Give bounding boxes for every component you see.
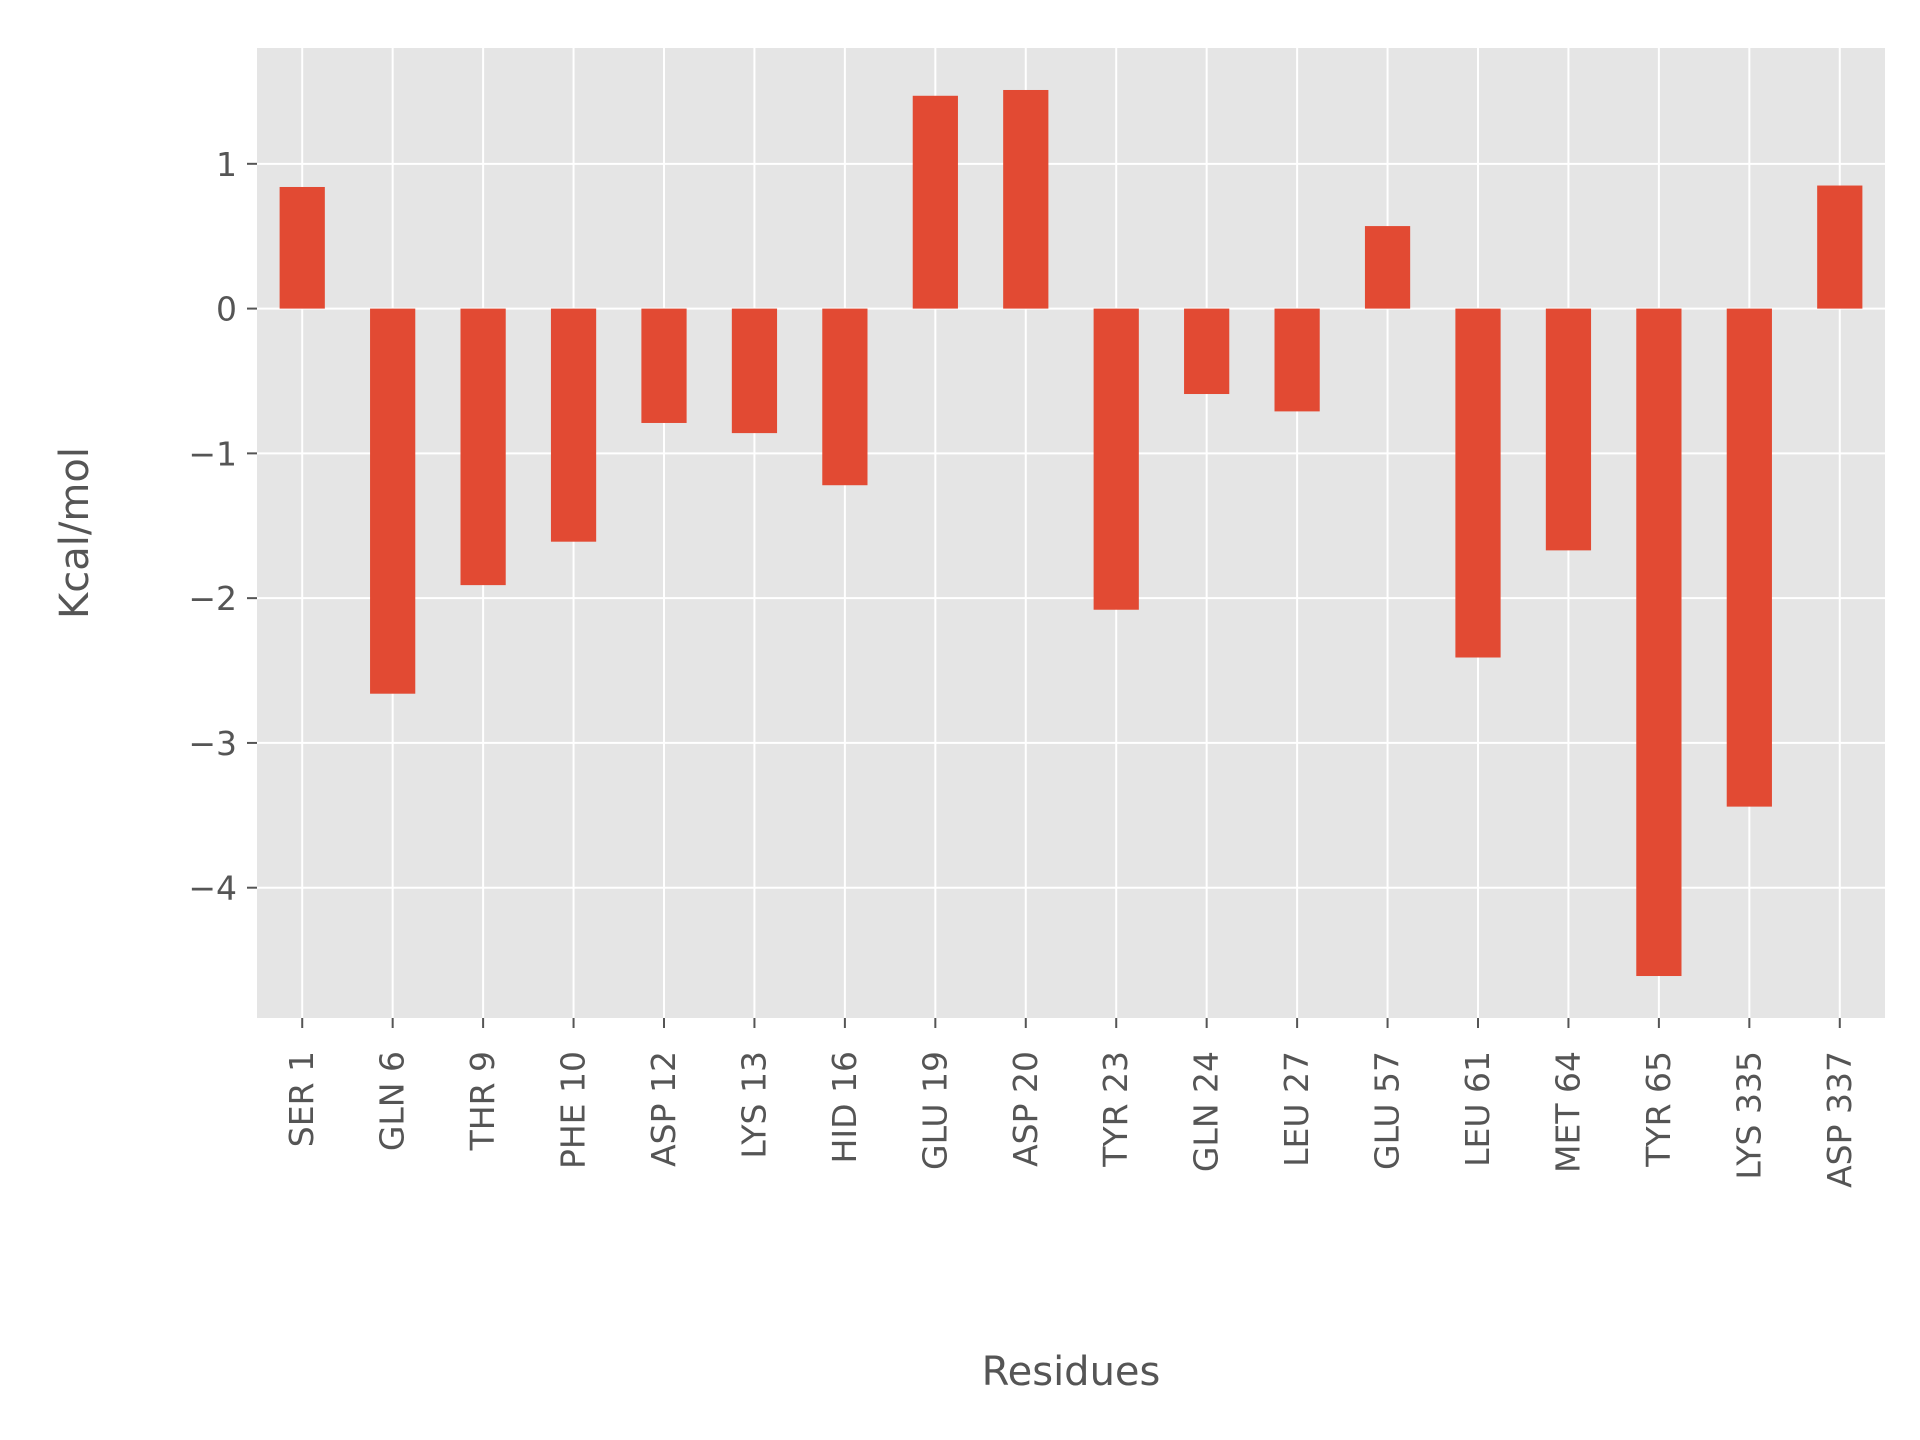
x-tick-label: GLU 57 [1368,1051,1407,1170]
bar-phe-10 [551,309,596,542]
bar-asp-20 [1003,90,1048,309]
y-tick-label: −3 [188,724,237,763]
x-tick-label: SER 1 [282,1051,321,1147]
bar-leu-61 [1455,309,1500,658]
bar-tyr-23 [1094,309,1139,610]
x-tick-label: ASP 12 [644,1051,683,1167]
x-tick-label: GLN 6 [373,1051,412,1151]
bar-lys-13 [732,309,777,434]
bar-tyr-65 [1636,309,1681,976]
bar-hid-16 [822,309,867,486]
x-tick-label: LYS 13 [734,1051,773,1159]
y-tick-label: −4 [188,869,237,908]
bar-leu-27 [1275,309,1320,412]
x-tick-label: GLU 19 [915,1051,954,1170]
y-tick-label: −2 [188,579,237,618]
y-tick-label: 0 [216,290,237,329]
x-tick-label: ASP 20 [1006,1051,1045,1167]
bar-met-64 [1546,309,1591,551]
bar-glu-57 [1365,226,1410,309]
x-tick-label: THR 9 [463,1051,502,1151]
bar-glu-19 [913,96,958,309]
x-tick-label: LEU 61 [1458,1051,1497,1167]
bar-gln-6 [370,309,415,694]
x-tick-label: PHE 10 [554,1051,593,1169]
bar-thr-9 [461,309,506,586]
x-axis-title: Residues [982,1349,1161,1395]
x-tick-label: GLN 24 [1187,1051,1226,1172]
bar-lys-335 [1727,309,1772,807]
bar-gln-24 [1184,309,1229,394]
x-axis-ticks: SER 1 GLN 6 THR 9 PHE 10 ASP 12 LYS 13 HID 16 G… [282,1018,1859,1188]
y-axis-title: Kcal/mol [52,447,98,619]
bar-asp-337 [1817,186,1862,309]
y-axis-ticks: 1 0 −1 −2 −3 −4 [188,145,257,908]
x-tick-label: LEU 27 [1277,1051,1316,1167]
x-tick-label: TYR 65 [1639,1051,1678,1168]
x-tick-label: HID 16 [825,1051,864,1163]
x-tick-label: MET 64 [1548,1051,1587,1173]
x-tick-label: ASP 337 [1820,1051,1859,1188]
y-tick-label: −1 [188,434,237,473]
bar-ser-1 [280,187,325,309]
x-tick-label: TYR 23 [1096,1051,1135,1168]
bar-asp-12 [641,309,686,423]
x-tick-label: LYS 335 [1729,1051,1768,1180]
y-tick-label: 1 [216,145,237,184]
